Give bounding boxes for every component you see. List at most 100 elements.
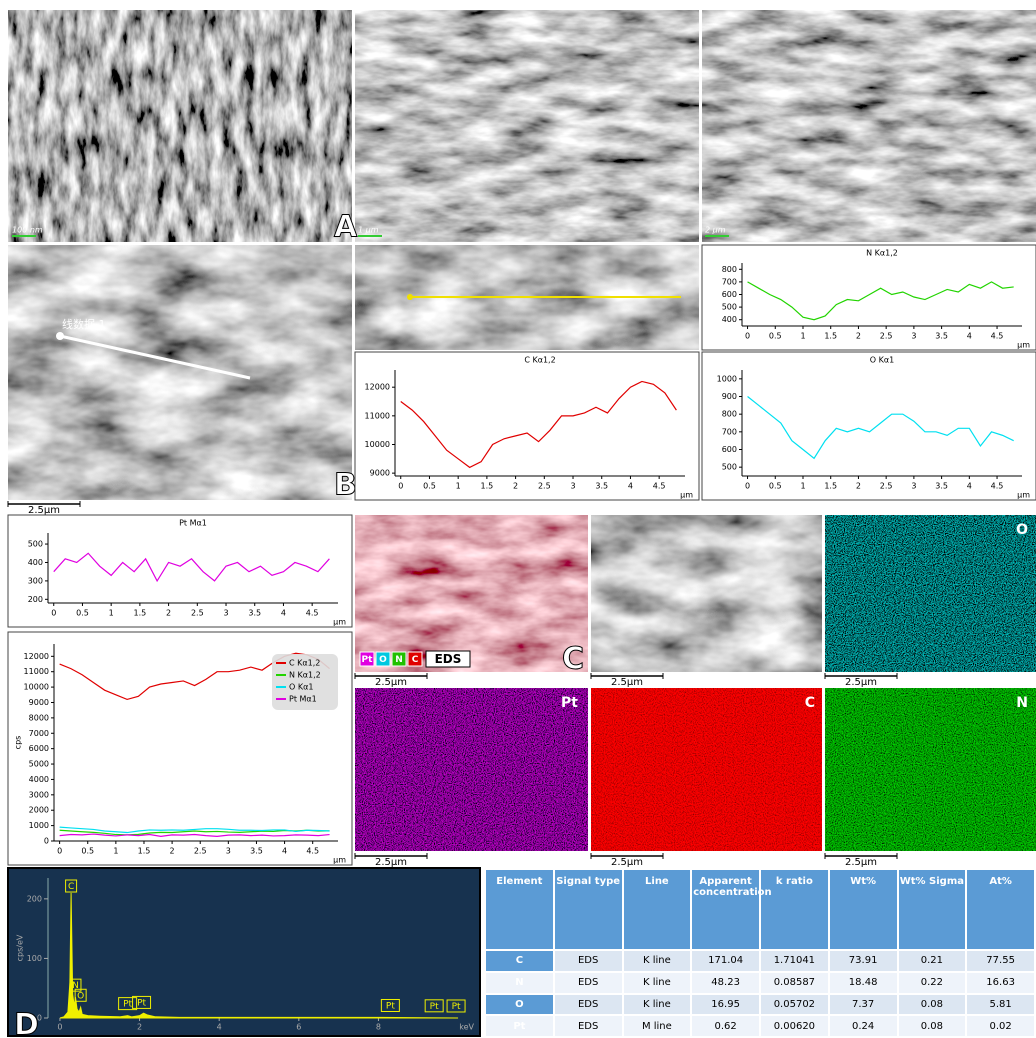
x-tick-label: 0	[745, 332, 750, 341]
x-tick-label: 1	[800, 332, 805, 341]
y-tick-label: 1000	[29, 821, 49, 830]
y-tick-label: 100	[27, 954, 42, 963]
scan-annotation: 线数据 1	[62, 317, 106, 331]
sem-image	[702, 10, 1036, 242]
table-cell: 0.62	[692, 1016, 759, 1036]
eds-overlay-image	[355, 515, 588, 672]
panel-label: C	[562, 642, 584, 677]
chart-frame	[354, 351, 700, 501]
y-tick-label: 500	[28, 540, 43, 549]
data-line	[747, 396, 1014, 460]
legend-chip	[391, 651, 407, 667]
table-cell: 0.05702	[761, 994, 828, 1015]
scan-line	[59, 334, 251, 380]
y-tick-label: 800	[722, 410, 737, 419]
legend-label: C Kα1,2	[289, 659, 320, 668]
x-axis-label: μm	[1017, 341, 1030, 350]
data-line	[59, 833, 330, 837]
results-table: Element Signal type Line Apparent concentra…	[484, 868, 1036, 1038]
x-tick-label: 3.5	[595, 482, 608, 491]
x-tick-label: 8	[376, 1023, 381, 1032]
x-axis-label: μm	[680, 491, 693, 500]
x-tick-label: 0.5	[769, 482, 782, 491]
table-cell: EDS	[554, 972, 622, 993]
y-tick-label: 8000	[29, 713, 49, 722]
x-tick-label: 3	[226, 847, 231, 856]
x-tick-label: 2.5	[191, 609, 204, 618]
table-cell: K line	[623, 951, 691, 971]
chart-title: N Kα1,2	[866, 249, 898, 258]
chart-frame	[7, 514, 353, 628]
legend-label: EDS	[435, 652, 462, 666]
element-map	[591, 688, 822, 851]
x-tick-label: 4	[967, 482, 972, 491]
y-tick-label: 7000	[29, 729, 49, 738]
element-map	[825, 515, 1036, 672]
x-tick-label: 2	[166, 609, 171, 618]
peak-label: Pt	[137, 998, 146, 1008]
x-axis-label: μm	[333, 856, 346, 865]
peak-label: Pt	[452, 1002, 461, 1012]
table-cell: N	[486, 972, 553, 993]
legend-chip-label: O	[379, 655, 387, 665]
table-cell: 1.71041	[761, 951, 828, 971]
x-tick-label: 2.5	[880, 482, 893, 491]
legend-label: Pt Mα1	[289, 695, 317, 704]
sem-image	[591, 515, 822, 672]
column-header: Wt% Sigma	[898, 870, 966, 949]
table-cell: 48.23	[692, 972, 759, 993]
y-tick-label: 10000	[365, 440, 390, 449]
legend-chip	[375, 651, 391, 667]
scale-label: 2.5μm	[375, 857, 407, 868]
sem-image	[8, 245, 352, 500]
x-tick-label: 3	[223, 609, 228, 618]
x-tick-label: 4	[282, 847, 287, 856]
peak-label: N	[72, 981, 79, 991]
table-cell: K line	[623, 972, 691, 993]
map-label: O	[1016, 522, 1028, 538]
y-axis-label: cps/eV	[16, 934, 25, 961]
column-header: At%	[967, 870, 1034, 949]
element-map	[825, 688, 1036, 851]
y-tick-label: 9000	[29, 698, 49, 707]
table-cell: EDS	[554, 1016, 622, 1036]
peak-label-box	[424, 999, 444, 1013]
sem-image	[355, 10, 699, 242]
column-header: k ratio	[761, 870, 828, 949]
column-header: Wt%	[829, 870, 897, 949]
x-axis-label: μm	[1017, 491, 1030, 500]
y-tick-label: 6000	[29, 744, 49, 753]
x-tick-label: 3	[570, 482, 575, 491]
y-tick-label: 12000	[365, 383, 390, 392]
y-tick-label: 200	[27, 894, 42, 903]
x-tick-label: 4	[281, 609, 286, 618]
y-tick-label: 300	[28, 576, 43, 585]
x-tick-label: 2.5	[194, 847, 207, 856]
chart-title: Pt Mα1	[179, 519, 207, 528]
table-cell: EDS	[554, 994, 622, 1015]
table-cell: O	[486, 994, 553, 1015]
spectrum-area	[59, 892, 459, 1019]
x-tick-label: 2	[513, 482, 518, 491]
peak-label: C	[68, 882, 74, 892]
legend-chip-label: Pt	[362, 655, 374, 665]
chart-title: O Kα1	[870, 356, 894, 365]
table-cell: 0.08587	[761, 972, 828, 993]
table-row: N EDS K line 48.23 0.08587 18.48 0.22 16.63	[486, 972, 1034, 993]
scale-label: 2.5μm	[611, 857, 643, 868]
x-tick-label: 6	[296, 1023, 301, 1032]
y-tick-label: 700	[722, 277, 737, 286]
x-tick-label: 4.5	[306, 609, 319, 618]
column-header: Apparent concentration	[692, 870, 772, 949]
data-line	[59, 826, 330, 834]
peak-label-box	[74, 988, 87, 1002]
sem-image	[8, 10, 352, 242]
y-tick-label: 400	[722, 315, 737, 324]
x-tick-label: 1	[109, 609, 114, 618]
x-tick-label: 1	[800, 482, 805, 491]
table-cell: 0.24	[829, 1016, 897, 1036]
table-cell: Pt	[486, 1016, 553, 1036]
peak-label-box	[446, 999, 466, 1013]
chart-frame	[701, 244, 1036, 351]
legend-chip	[359, 651, 375, 667]
